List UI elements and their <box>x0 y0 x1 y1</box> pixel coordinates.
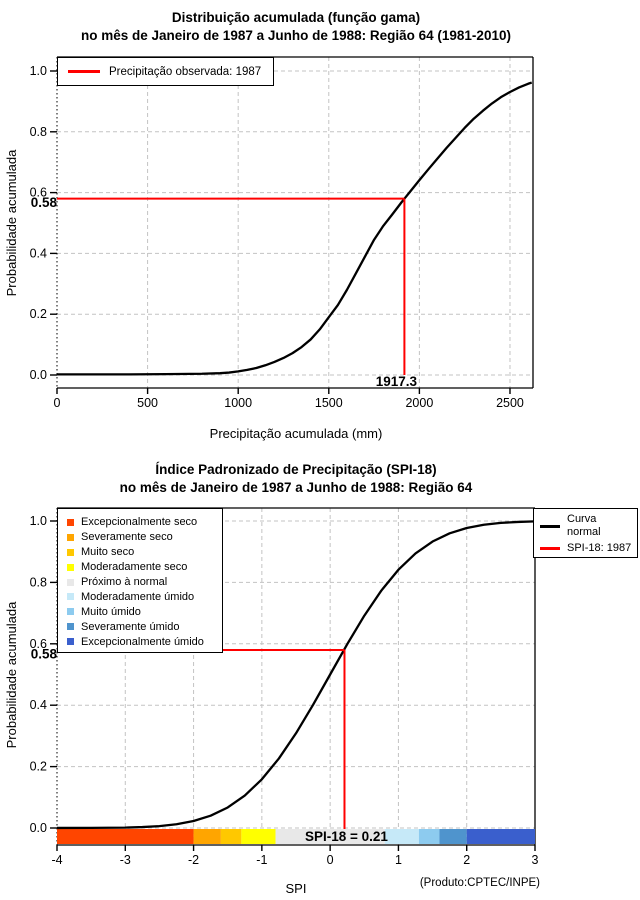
axis-ticks: 0 500 1000 1500 2000 2500 0.0 0.2 0.4 0.6 0.8 1.0 <box>30 64 524 410</box>
legend-item-label: Muito seco <box>81 546 135 559</box>
spi-color-bar <box>57 829 535 844</box>
annotation-spi-value-label: SPI-18 = 0.21 <box>305 829 388 844</box>
spi-y-axis-label: Probabilidade acumulada <box>4 601 19 749</box>
x-tick-label: 500 <box>137 396 158 410</box>
x-tick-label: 3 <box>532 853 539 867</box>
legend-item-label: Excepcionalmente úmido <box>81 635 204 648</box>
x-tick-label: 0 <box>54 396 61 410</box>
legend-item: SPI-18: 1987 <box>540 542 637 555</box>
legend-color-swatch <box>67 623 74 631</box>
gamma-chart-title-line2: no mês de Janeiro de 1987 a Junho de 198… <box>81 28 511 43</box>
gamma-cdf-curve <box>57 81 533 376</box>
gamma-legend: Precipitação observada: 1987 <box>57 57 274 86</box>
legend-item: Próximo à normal <box>58 575 222 590</box>
plot-border <box>57 56 534 389</box>
legend-item: Excepcionalmente seco <box>58 515 222 530</box>
annotation-probability-label: 0.58 <box>31 646 58 661</box>
spi-color-bar-segment <box>418 829 440 844</box>
x-tick-label: -3 <box>120 853 131 867</box>
producer-note: (Produto:CPTEC/INPE) <box>419 877 540 889</box>
y-tick-label: 0.8 <box>30 575 47 589</box>
legend-color-swatch <box>67 518 74 526</box>
spi-chart-title-line2: no mês de Janeiro de 1987 a Junho de 198… <box>119 480 473 495</box>
gamma-chart-title-line1: Distribuição acumulada (função gama) <box>171 10 421 25</box>
normal-cdf-curve <box>56 520 536 830</box>
x-tick-label: 1000 <box>224 396 252 410</box>
gridlines <box>56 57 533 388</box>
y-tick-label: 0.2 <box>30 760 47 774</box>
annotation-probability-label: 0.58 <box>31 195 58 210</box>
y-tick-label: 0.6 <box>30 637 47 651</box>
spi-chart-title-line1: Índice Padronizado de Precipitação (SPI-… <box>155 462 437 477</box>
y-tick-label: 0.0 <box>30 368 47 382</box>
legend-item: Muito seco <box>58 545 222 560</box>
x-tick-label: -1 <box>256 853 267 867</box>
legend-item-label: Severamente úmido <box>81 620 180 633</box>
gamma-chart-title: Distribuição acumulada (função gama) no … <box>0 9 592 45</box>
gamma-x-axis-label: Precipitação acumulada (mm) <box>209 426 383 441</box>
y-tick-label: 0.8 <box>30 125 47 139</box>
x-tick-label: 1500 <box>315 396 343 410</box>
legend-item-label: Excepcionalmente seco <box>81 516 198 529</box>
legend-item-label: Moderadamente seco <box>81 561 188 574</box>
gamma-y-axis-label: Probabilidade acumulada <box>4 149 19 297</box>
legend-color-swatch <box>67 593 74 601</box>
x-tick-label: 2500 <box>496 396 524 410</box>
legend-item-label: Moderadamente úmido <box>81 590 195 603</box>
gamma-cdf-plot: 0 500 1000 1500 2000 2500 0.0 0.2 0.4 0.6 0.8 1.0 0.… <box>30 56 534 410</box>
legend-color-swatch <box>67 608 74 616</box>
y-tick-label: 0.4 <box>30 698 47 712</box>
y-tick-label: 0.2 <box>30 307 47 321</box>
legend-item: Moderadamente seco <box>58 560 222 575</box>
legend-item-label: Severamente seco <box>81 531 173 544</box>
legend-color-swatch <box>67 638 74 646</box>
y-tick-label: 0.4 <box>30 246 47 260</box>
legend-color-swatch <box>67 578 74 586</box>
x-tick-label: -4 <box>51 853 62 867</box>
observed-line-label: Precipitação observada: 1987 <box>109 65 262 78</box>
legend-item: Muito úmido <box>58 604 222 619</box>
spi-color-bar-segment <box>384 829 419 844</box>
x-tick-label: 2000 <box>405 396 433 410</box>
spi-curve-legend: Curva normal SPI-18: 1987 <box>533 508 638 558</box>
legend-color-swatch <box>67 563 74 571</box>
spi-color-bar-segment <box>220 829 242 844</box>
legend-item-label: Curva normal <box>567 513 601 538</box>
y-tick-label: 1.0 <box>30 64 47 78</box>
axis-ticks: -4 -3 -2 -1 0 1 2 3 0.0 0.2 0.4 0.6 0.8 1.0 <box>30 514 539 867</box>
legend-line-sample <box>540 547 560 550</box>
legend-item-label: Muito úmido <box>81 605 141 618</box>
legend-item: Severamente seco <box>58 530 222 545</box>
legend-item: Moderadamente úmido <box>58 589 222 604</box>
y-tick-label: 0.0 <box>30 821 47 835</box>
spi-color-bar-segment <box>193 829 221 844</box>
x-tick-label: 0 <box>327 853 334 867</box>
spi-color-bar-segment <box>57 829 194 844</box>
legend-line-sample <box>540 524 560 528</box>
spi-category-legend: Excepcionalmente seco Severamente seco Mui… <box>57 508 223 653</box>
spi-color-bar-segment <box>275 829 385 844</box>
legend-item: Severamente úmido <box>58 619 222 634</box>
annotation-lines <box>57 197 406 375</box>
legend-color-swatch <box>67 548 74 556</box>
legend-item-label: Próximo à normal <box>81 576 168 588</box>
spi-x-axis-label: SPI <box>285 881 307 896</box>
annotation-lines <box>57 648 346 829</box>
observed-line-sample <box>68 70 100 73</box>
spi-color-bar-segment <box>466 829 535 844</box>
legend-item: Excepcionalmente úmido <box>58 634 222 649</box>
y-tick-label: 0.6 <box>30 186 47 200</box>
spi-color-bar-segment <box>241 829 276 844</box>
spi-color-bar-segment <box>439 829 467 844</box>
x-tick-label: -2 <box>188 853 199 867</box>
legend-item: Curva normal <box>540 513 637 539</box>
spi-chart-title: Índice Padronizado de Precipitação (SPI-… <box>0 461 592 497</box>
x-tick-label: 2 <box>463 853 470 867</box>
x-tick-label: 1 <box>395 853 402 867</box>
legend-color-swatch <box>67 533 74 541</box>
y-tick-label: 1.0 <box>30 514 47 528</box>
annotation-x-value-label: 1917.3 <box>376 374 418 389</box>
legend-item-label: SPI-18: 1987 <box>567 542 632 554</box>
